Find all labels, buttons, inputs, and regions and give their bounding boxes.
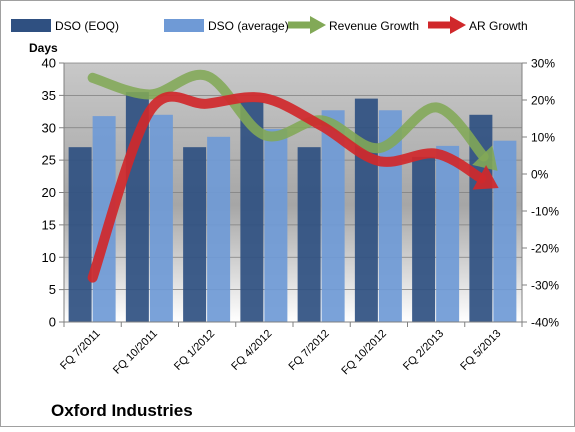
legend-label-dso-eoq: DSO (EOQ) xyxy=(55,19,119,33)
bar-dso-eoq-1 xyxy=(68,147,92,322)
bar-dso-eoq-5 xyxy=(297,147,321,322)
y2-tick-label: -10% xyxy=(531,205,559,219)
legend-arrow-head-revenue-growth xyxy=(310,16,326,34)
y-axis-title: Days xyxy=(29,41,58,55)
y2-tick-labels: -40% -30% -20% -10% 0% 10% 20% 30% xyxy=(531,57,559,330)
y2-tick-label: 0% xyxy=(531,168,549,182)
legend-swatch-dso-average xyxy=(164,19,204,32)
revenue-growth-line xyxy=(87,69,489,162)
y2-tick-label: -30% xyxy=(531,279,559,293)
y-tick-labels: 0 5 10 15 20 25 30 35 40 xyxy=(42,56,56,330)
legend-label-revenue-growth: Revenue Growth xyxy=(329,19,419,33)
legend-arrow-head-ar-growth xyxy=(450,16,466,34)
bar-dso-average-4 xyxy=(264,129,288,322)
bar-dso-eoq-4 xyxy=(240,101,264,322)
y2-tick-label: 20% xyxy=(531,94,555,108)
ar-growth-line xyxy=(87,91,487,283)
y-tick-label: 5 xyxy=(49,282,56,297)
y-tick-label: 20 xyxy=(42,185,56,200)
bar-dso-average-3 xyxy=(207,136,231,322)
bar-dso-eoq-3 xyxy=(183,147,207,322)
bar-dso-average-7 xyxy=(436,145,460,322)
bar-dso-average-2 xyxy=(149,114,173,322)
legend-label-dso-average: DSO (average) xyxy=(208,19,289,33)
legend-swatch-dso-eoq xyxy=(11,19,51,32)
y-tick-label: 30 xyxy=(42,120,56,135)
bar-dso-eoq-6 xyxy=(354,98,378,322)
y-tick-label: 0 xyxy=(49,315,56,330)
chart-title: Oxford Industries xyxy=(51,401,193,420)
y2-tick-label: -20% xyxy=(531,242,559,256)
y-tick-label: 10 xyxy=(42,250,56,265)
y2-tick-label: 10% xyxy=(531,131,555,145)
bar-dso-eoq-7 xyxy=(412,156,436,322)
y-tick-label: 40 xyxy=(42,56,56,71)
revenue-growth-arrowhead xyxy=(472,145,498,171)
series-lines xyxy=(87,69,499,283)
ar-growth-arrowhead xyxy=(472,165,499,190)
legend: DSO (EOQ) DSO (average) Revenue Growth AR G… xyxy=(11,16,528,34)
y-tick-label: 25 xyxy=(42,153,56,168)
axes xyxy=(59,62,527,327)
y2-tick-label: -40% xyxy=(531,316,559,330)
bar-dso-average-8 xyxy=(493,140,517,322)
legend-label-ar-growth: AR Growth xyxy=(469,19,528,33)
bar-dso-average-5 xyxy=(321,110,345,322)
y2-tick-label: 30% xyxy=(531,57,555,71)
y-tick-label: 15 xyxy=(42,217,56,232)
y-tick-label: 35 xyxy=(42,88,56,103)
